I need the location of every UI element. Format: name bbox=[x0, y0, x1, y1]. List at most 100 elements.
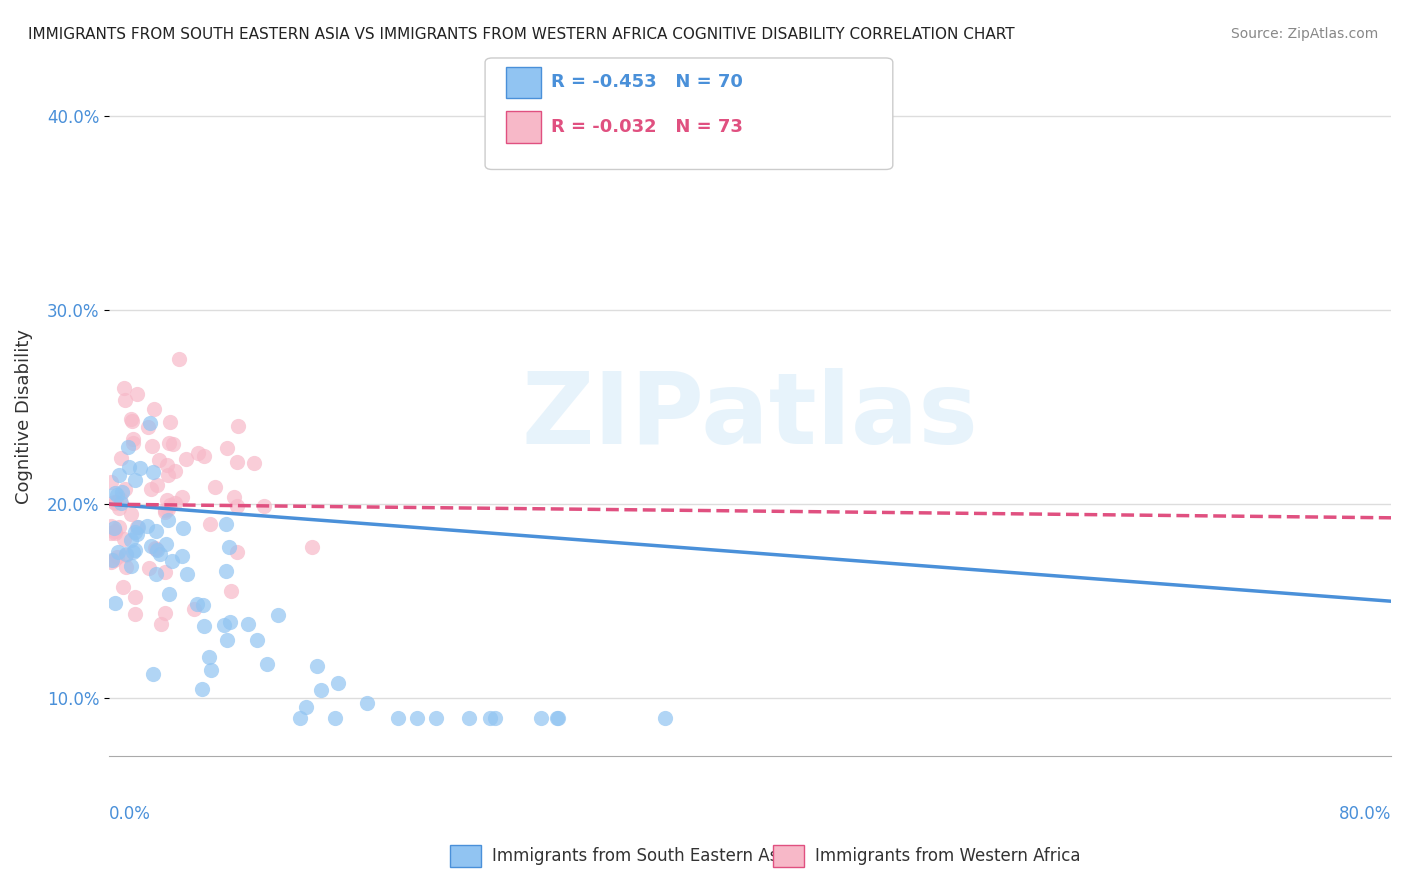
Point bbox=[356, 696, 378, 710]
Point bbox=[108, 500, 131, 515]
Point bbox=[153, 606, 176, 620]
Point bbox=[155, 565, 177, 579]
Point bbox=[654, 711, 676, 725]
Point bbox=[141, 482, 163, 496]
Point bbox=[193, 599, 215, 613]
Point bbox=[103, 520, 125, 534]
Point bbox=[222, 490, 245, 504]
Point bbox=[122, 436, 145, 450]
Point bbox=[193, 449, 215, 463]
Point bbox=[159, 415, 181, 429]
Point bbox=[141, 439, 163, 453]
Point bbox=[150, 617, 173, 632]
Point bbox=[124, 607, 146, 621]
Point bbox=[141, 539, 163, 553]
Point bbox=[143, 541, 166, 555]
Point bbox=[100, 526, 122, 541]
Point bbox=[124, 525, 146, 540]
Point bbox=[114, 547, 136, 561]
Point bbox=[457, 711, 479, 725]
Point bbox=[145, 542, 167, 557]
Point bbox=[100, 519, 122, 533]
Point bbox=[121, 432, 143, 446]
Point bbox=[115, 549, 138, 563]
Point bbox=[148, 452, 170, 467]
Point bbox=[100, 475, 122, 489]
Point bbox=[112, 381, 135, 395]
Point bbox=[101, 553, 124, 567]
Point bbox=[219, 615, 242, 629]
Point bbox=[120, 558, 142, 573]
Point bbox=[104, 596, 127, 610]
Point bbox=[138, 560, 160, 574]
Point bbox=[301, 540, 323, 554]
Point bbox=[479, 711, 502, 725]
Point bbox=[159, 499, 181, 513]
Point bbox=[267, 608, 290, 623]
Point bbox=[186, 597, 208, 611]
Point bbox=[215, 632, 238, 647]
Point bbox=[114, 392, 136, 407]
Point bbox=[174, 452, 197, 467]
Point bbox=[156, 492, 179, 507]
Point bbox=[104, 485, 127, 500]
Point bbox=[100, 555, 122, 569]
Point bbox=[225, 455, 247, 469]
Point bbox=[104, 494, 127, 508]
Point bbox=[146, 478, 169, 492]
Point bbox=[193, 619, 215, 633]
Point bbox=[200, 516, 222, 531]
Point bbox=[157, 587, 180, 601]
Point bbox=[120, 508, 142, 522]
Point bbox=[295, 699, 318, 714]
Point bbox=[215, 517, 238, 532]
Point bbox=[114, 483, 136, 497]
Point bbox=[155, 505, 177, 519]
Point bbox=[120, 533, 142, 547]
Point bbox=[290, 711, 312, 725]
Point bbox=[256, 657, 278, 671]
Point bbox=[145, 567, 167, 582]
Text: R = -0.453   N = 70: R = -0.453 N = 70 bbox=[551, 73, 742, 91]
Point bbox=[405, 711, 427, 725]
Point bbox=[187, 446, 209, 460]
Point bbox=[124, 590, 146, 604]
Point bbox=[145, 524, 167, 538]
Point bbox=[190, 681, 212, 696]
Point bbox=[112, 532, 135, 546]
Point bbox=[138, 417, 160, 431]
Point bbox=[136, 420, 159, 434]
Point bbox=[226, 545, 249, 559]
Point bbox=[156, 458, 179, 472]
Point bbox=[212, 617, 235, 632]
Point bbox=[117, 440, 139, 454]
Point bbox=[238, 617, 260, 632]
Point bbox=[198, 649, 221, 664]
Point bbox=[127, 520, 149, 534]
Point bbox=[200, 663, 222, 677]
Point bbox=[107, 544, 129, 558]
Text: IMMIGRANTS FROM SOUTH EASTERN ASIA VS IMMIGRANTS FROM WESTERN AFRICA COGNITIVE D: IMMIGRANTS FROM SOUTH EASTERN ASIA VS IM… bbox=[28, 27, 1015, 42]
Point bbox=[120, 412, 142, 426]
Point bbox=[546, 711, 568, 725]
Point bbox=[309, 683, 332, 698]
Point bbox=[157, 468, 180, 483]
Point bbox=[108, 468, 131, 483]
Point bbox=[167, 351, 190, 366]
Point bbox=[163, 464, 186, 478]
Point bbox=[117, 460, 139, 475]
Point bbox=[170, 490, 193, 504]
Point bbox=[156, 502, 179, 516]
Text: Immigrants from Western Africa: Immigrants from Western Africa bbox=[815, 847, 1081, 865]
Point bbox=[156, 513, 179, 527]
Point bbox=[107, 549, 129, 564]
Point bbox=[157, 436, 180, 450]
Point bbox=[425, 711, 447, 725]
Point bbox=[155, 502, 177, 516]
Point bbox=[146, 542, 169, 557]
Point bbox=[218, 540, 240, 554]
Point bbox=[122, 545, 145, 559]
Point bbox=[142, 465, 165, 479]
Point bbox=[108, 492, 131, 507]
Point bbox=[103, 495, 125, 509]
